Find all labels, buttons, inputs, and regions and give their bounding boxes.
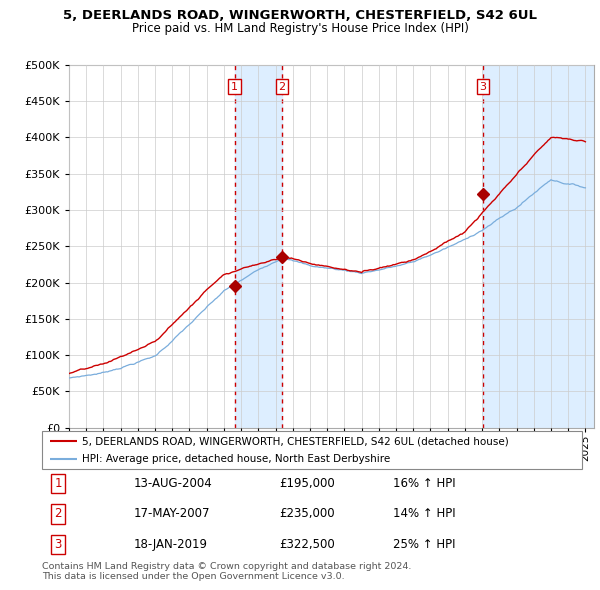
- Bar: [483, 65, 594, 428]
- Text: 13-AUG-2004: 13-AUG-2004: [134, 477, 212, 490]
- Text: £195,000: £195,000: [280, 477, 335, 490]
- Text: 1: 1: [231, 81, 238, 91]
- Text: 14% ↑ HPI: 14% ↑ HPI: [393, 507, 455, 520]
- Text: £322,500: £322,500: [280, 538, 335, 551]
- Text: Price paid vs. HM Land Registry's House Price Index (HPI): Price paid vs. HM Land Registry's House …: [131, 22, 469, 35]
- Text: 3: 3: [55, 538, 62, 551]
- Text: 5, DEERLANDS ROAD, WINGERWORTH, CHESTERFIELD, S42 6UL: 5, DEERLANDS ROAD, WINGERWORTH, CHESTERF…: [63, 9, 537, 22]
- Text: 25% ↑ HPI: 25% ↑ HPI: [393, 538, 455, 551]
- Text: 3: 3: [479, 81, 487, 91]
- FancyBboxPatch shape: [42, 431, 582, 469]
- Text: £235,000: £235,000: [280, 507, 335, 520]
- Text: 2: 2: [278, 81, 286, 91]
- Text: 18-JAN-2019: 18-JAN-2019: [134, 538, 208, 551]
- Text: 16% ↑ HPI: 16% ↑ HPI: [393, 477, 455, 490]
- Text: HPI: Average price, detached house, North East Derbyshire: HPI: Average price, detached house, Nort…: [83, 454, 391, 464]
- Bar: [235, 65, 282, 428]
- Text: 17-MAY-2007: 17-MAY-2007: [134, 507, 211, 520]
- Text: 2: 2: [55, 507, 62, 520]
- Text: Contains HM Land Registry data © Crown copyright and database right 2024.
This d: Contains HM Land Registry data © Crown c…: [42, 562, 412, 581]
- Text: 1: 1: [55, 477, 62, 490]
- Text: 5, DEERLANDS ROAD, WINGERWORTH, CHESTERFIELD, S42 6UL (detached house): 5, DEERLANDS ROAD, WINGERWORTH, CHESTERF…: [83, 437, 509, 447]
